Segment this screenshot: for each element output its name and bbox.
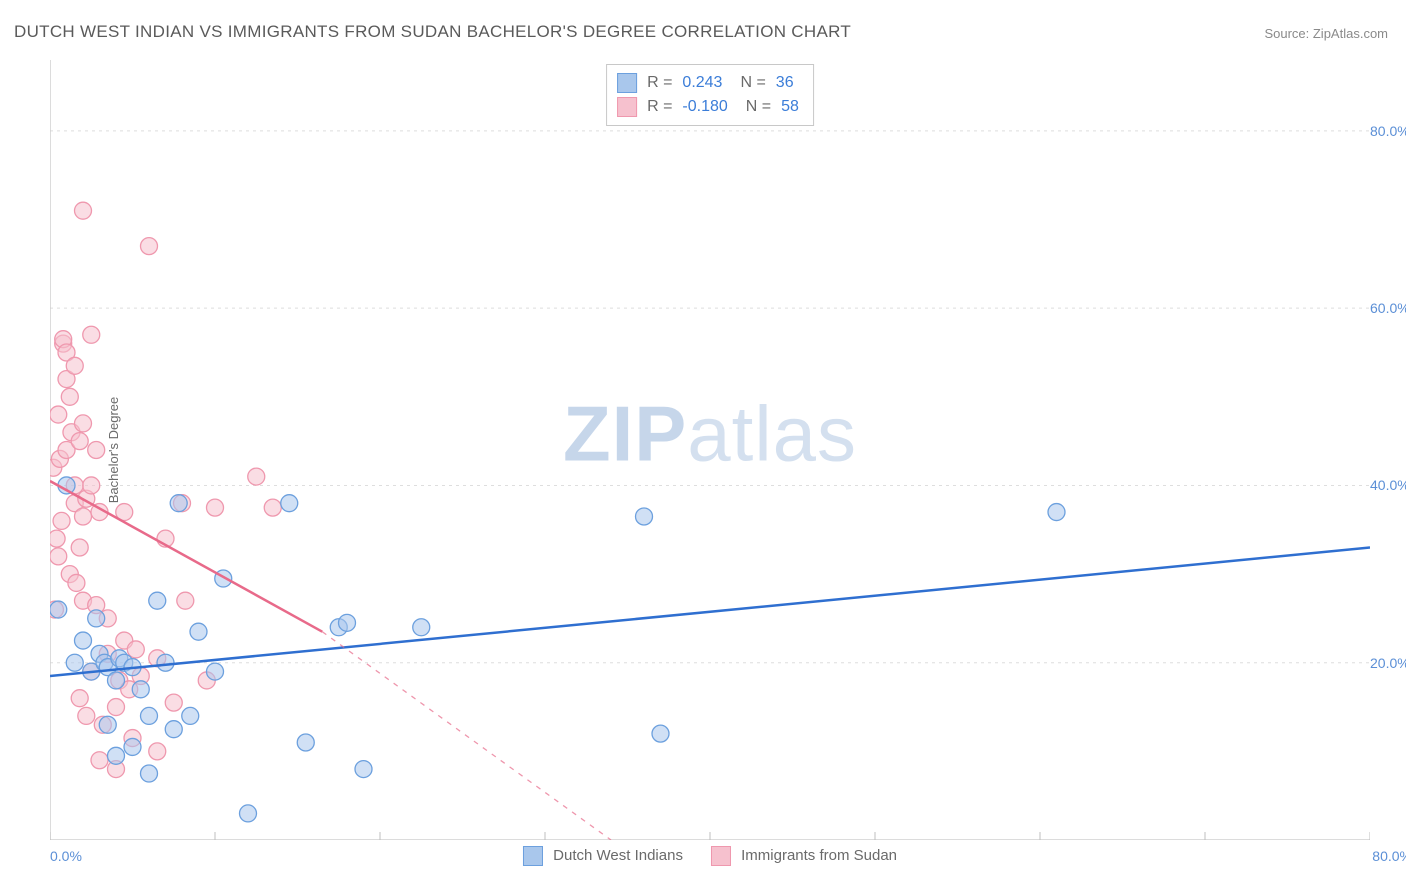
x-tick-max: 80.0% bbox=[1372, 848, 1406, 864]
plot-area: Bachelor's Degree ZIPatlas R = 0.243 N =… bbox=[50, 60, 1370, 840]
legend-item-pink: Immigrants from Sudan bbox=[711, 846, 897, 866]
swatch-blue-icon bbox=[523, 846, 543, 866]
stats-row-blue: R = 0.243 N = 36 bbox=[617, 71, 799, 95]
y-tick-label: 40.0% bbox=[1370, 477, 1406, 493]
swatch-blue bbox=[617, 73, 637, 93]
swatch-pink bbox=[617, 97, 637, 117]
y-tick-label: 60.0% bbox=[1370, 300, 1406, 316]
chart-svg bbox=[50, 60, 1370, 840]
legend-item-blue: Dutch West Indians bbox=[523, 846, 683, 866]
stats-legend-box: R = 0.243 N = 36 R = -0.180 N = 58 bbox=[606, 64, 814, 126]
y-tick-label: 20.0% bbox=[1370, 655, 1406, 671]
chart-title: DUTCH WEST INDIAN VS IMMIGRANTS FROM SUD… bbox=[14, 22, 851, 42]
source-label: Source: ZipAtlas.com bbox=[1264, 26, 1388, 41]
y-tick-label: 80.0% bbox=[1370, 123, 1406, 139]
x-tick-min: 0.0% bbox=[50, 848, 82, 864]
swatch-pink-icon bbox=[711, 846, 731, 866]
stats-row-pink: R = -0.180 N = 58 bbox=[617, 95, 799, 119]
bottom-legend: Dutch West Indians Immigrants from Sudan bbox=[523, 846, 897, 866]
